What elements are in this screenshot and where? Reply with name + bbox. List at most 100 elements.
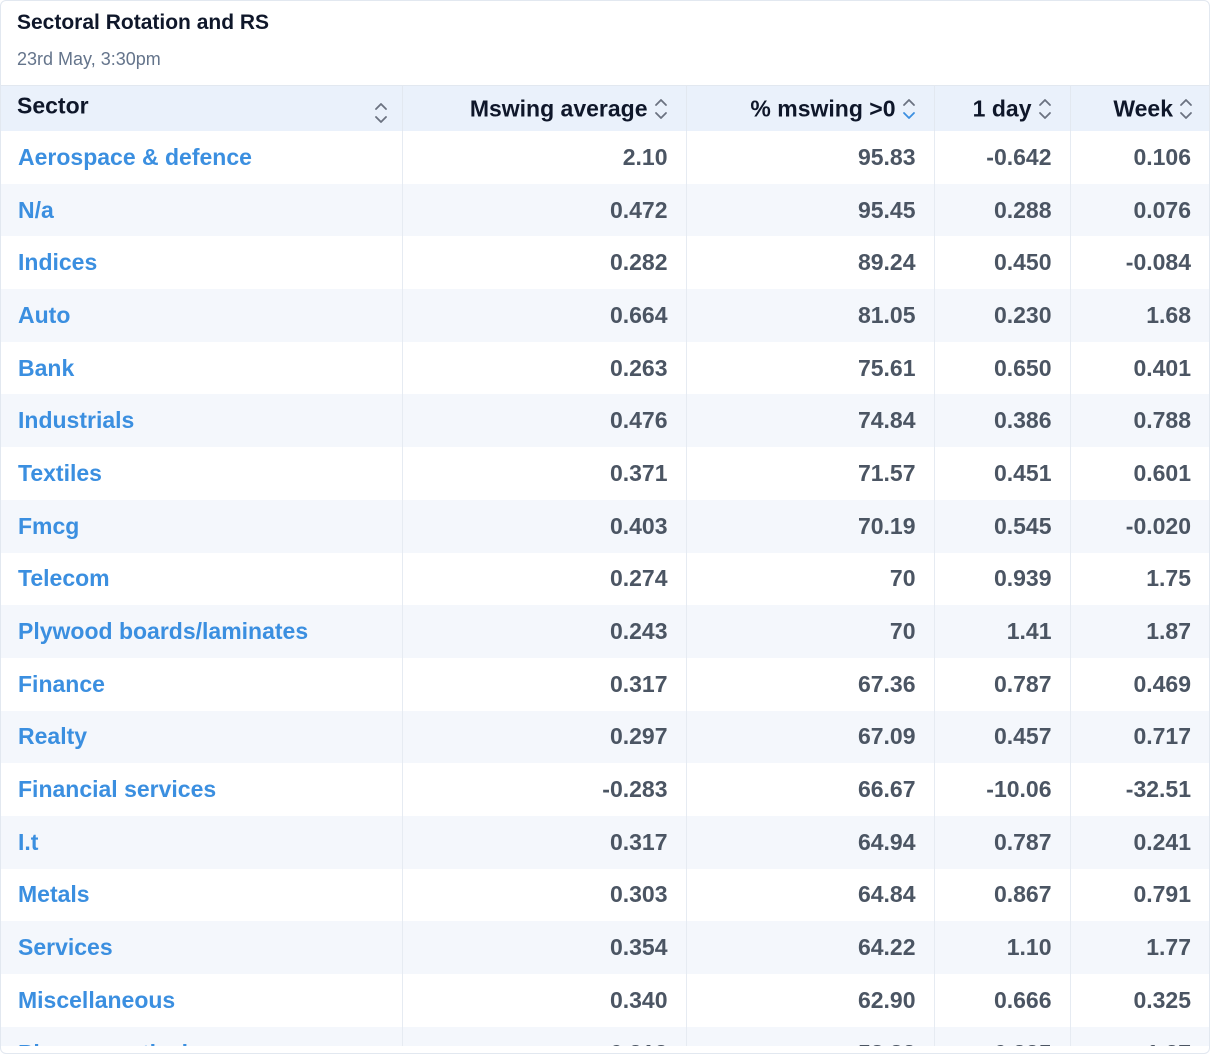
cell-pct-mswing-positive: 95.83	[686, 131, 935, 184]
cell-week: 0.601	[1133, 459, 1191, 486]
sector-link[interactable]: Indices	[1, 236, 403, 290]
sector-link[interactable]: Plywood boards/laminates	[1, 605, 403, 658]
cell-mswing-average: 0.472	[402, 183, 687, 237]
sort-icon[interactable]	[654, 96, 668, 122]
cell-week: 0.469	[1133, 670, 1191, 697]
column-header-mswing-average[interactable]: Mswing average	[402, 86, 687, 131]
sector-link[interactable]: Services	[1, 921, 403, 974]
cell-pct-mswing-positive: 81.05	[686, 289, 935, 342]
cell-pct-mswing-positive: 74.84	[686, 394, 935, 448]
table-row: Telecom 0.274 70 0.939 1.75	[1, 552, 1209, 606]
cell-mswing-average: 0.340	[402, 974, 687, 1027]
sector-link[interactable]: Bank	[1, 341, 403, 395]
cell-pct-mswing-positive: 89.24	[686, 236, 935, 290]
cell-one-day: 0.451	[934, 447, 1071, 500]
cell-one-day: 1.41	[934, 605, 1071, 658]
cell-pct-mswing-positive: 67.09	[686, 710, 935, 764]
cell-week: 0.788	[1133, 407, 1191, 434]
cell-one-day: 0.666	[934, 974, 1071, 1027]
cell-pct-mswing-positive: 71.57	[686, 447, 935, 500]
cell-week: 1.27	[1070, 1027, 1209, 1046]
sector-link[interactable]: N/a	[1, 183, 403, 237]
cell-one-day: 0.230	[934, 289, 1071, 342]
cell-mswing-average: 0.317	[402, 815, 687, 869]
cell-mswing-average: 2.10	[402, 131, 687, 184]
cell-one-day: 0.450	[934, 236, 1071, 290]
cell-mswing-average: 0.297	[402, 710, 687, 764]
cell-week: -32.51	[1125, 776, 1191, 803]
table-row: N/a 0.472 95.45 0.288 0.076	[1, 183, 1209, 237]
column-header-week[interactable]: Week	[1070, 86, 1209, 131]
cell-mswing-average: 0.403	[402, 499, 687, 553]
cell-one-day: 0.787	[934, 815, 1071, 869]
cell-week: 0.717	[1133, 723, 1191, 750]
sector-link[interactable]: Pharmaceuticals	[1, 1026, 403, 1046]
table-row: Bank 0.263 75.61 0.650 0.401	[1, 341, 1209, 395]
cell-pct-mswing-positive: 58.82	[686, 1026, 935, 1046]
cell-one-day: 0.335	[934, 1026, 1071, 1046]
sector-link[interactable]: I.t	[1, 815, 403, 869]
cell-week: -0.084	[1125, 249, 1191, 276]
cell-pct-mswing-positive: 70	[686, 552, 935, 606]
cell-week: 0.106	[1133, 143, 1191, 170]
sort-descending-icon[interactable]	[902, 96, 916, 122]
column-header-label: Week	[1113, 95, 1173, 122]
sector-link[interactable]: Aerospace & defence	[1, 131, 403, 184]
cell-mswing-average: 0.303	[402, 868, 687, 922]
cell-pct-mswing-positive: 67.36	[686, 657, 935, 711]
cell-mswing-average: 0.274	[402, 552, 687, 606]
sector-link[interactable]: Realty	[1, 710, 403, 764]
sector-link[interactable]: Fmcg	[1, 499, 403, 553]
table-row: Finance 0.317 67.36 0.787 0.469	[1, 657, 1209, 711]
cell-week: -0.020	[1125, 512, 1191, 539]
cell-week: 0.401	[1133, 354, 1191, 381]
table-scroll-area[interactable]: Sector Mswing average % mswing >0 1 day Week…	[1, 85, 1209, 1046]
cell-one-day: 0.386	[934, 394, 1071, 448]
sector-link[interactable]: Miscellaneous	[1, 974, 403, 1027]
cell-pct-mswing-positive: 95.45	[686, 183, 935, 237]
cell-mswing-average: -0.283	[402, 763, 687, 816]
sector-link[interactable]: Telecom	[1, 552, 403, 606]
table-row: Miscellaneous 0.340 62.90 0.666 0.325	[1, 974, 1209, 1027]
table-row: Pharmaceuticals0.31358.820.3351.27	[1, 1026, 1209, 1046]
table-row: Auto 0.664 81.05 0.230 1.68	[1, 289, 1209, 342]
cell-week: 1.68	[1146, 301, 1191, 328]
cell-one-day: 0.867	[934, 868, 1071, 922]
sort-icon[interactable]	[1038, 96, 1052, 122]
sector-link[interactable]: Industrials	[1, 394, 403, 448]
column-header-pct-mswing-positive[interactable]: % mswing >0	[686, 86, 935, 131]
cell-week: 0.076	[1133, 196, 1191, 223]
cell-one-day: 0.939	[934, 552, 1071, 606]
sector-link[interactable]: Financial services	[1, 763, 403, 816]
column-header-sector[interactable]: Sector	[1, 86, 403, 131]
cell-one-day: 0.545	[934, 499, 1071, 553]
table-row: Services 0.354 64.22 1.10 1.77	[1, 921, 1209, 974]
cell-week: 1.77	[1146, 934, 1191, 961]
sector-link[interactable]: Textiles	[1, 447, 403, 500]
cell-mswing-average: 0.664	[402, 289, 687, 342]
table-header-row: Sector Mswing average % mswing >0 1 day Week	[1, 86, 1209, 131]
cell-pct-mswing-positive: 70	[686, 605, 935, 658]
cell-week: 0.241	[1133, 828, 1191, 855]
table-body: Aerospace & defence 2.10 95.83 -0.642 0.106 N…	[1, 131, 1209, 1046]
cell-mswing-average: 0.371	[402, 447, 687, 500]
cell-mswing-average: 0.263	[402, 341, 687, 395]
sort-icon[interactable]	[374, 100, 388, 126]
panel-title: Sectoral Rotation and RS	[17, 11, 270, 34]
cell-week: 0.791	[1133, 881, 1191, 908]
sector-link[interactable]: Metals	[1, 868, 403, 922]
sector-link[interactable]: Finance	[1, 657, 403, 711]
cell-pct-mswing-positive: 64.84	[686, 868, 935, 922]
cell-mswing-average: 0.243	[402, 605, 687, 658]
sector-link[interactable]: Auto	[1, 289, 403, 342]
table-row: Plywood boards/laminates 0.243 70 1.41 1.87	[1, 605, 1209, 658]
sort-icon[interactable]	[1179, 96, 1193, 122]
cell-pct-mswing-positive: 70.19	[686, 499, 935, 553]
column-header-label: % mswing >0	[750, 95, 896, 122]
table-row: Indices 0.282 89.24 0.450 -0.084	[1, 236, 1209, 290]
cell-one-day: -0.642	[934, 131, 1071, 184]
table-row: Financial services -0.283 66.67 -10.06 -32.5…	[1, 763, 1209, 816]
cell-week: 1.87	[1146, 618, 1191, 645]
column-header-one-day[interactable]: 1 day	[934, 86, 1071, 131]
